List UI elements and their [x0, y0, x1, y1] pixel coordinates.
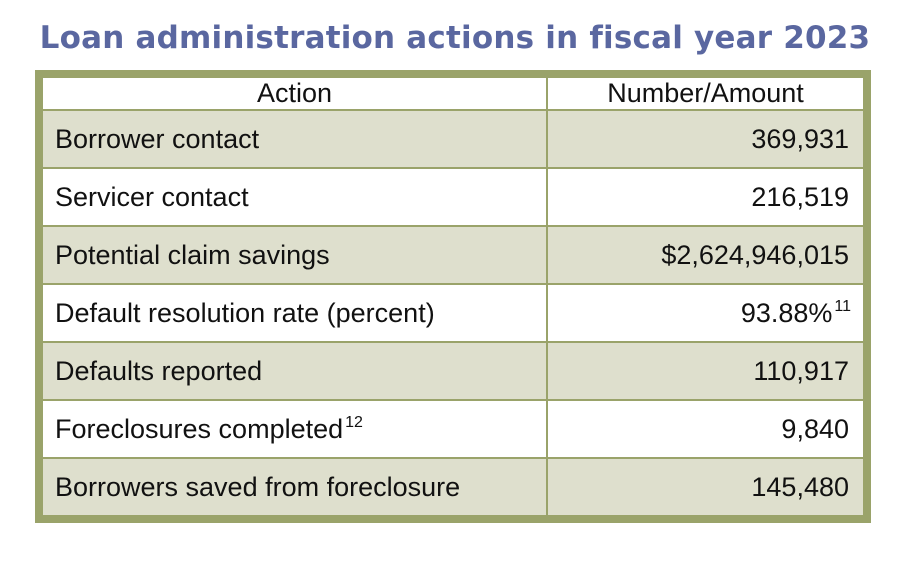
loan-actions-table: Action Number/Amount Borrower contact 36…: [41, 76, 865, 517]
row-action-cell: Borrowers saved from foreclosure: [41, 457, 548, 517]
row-value-cell: 216,519: [546, 167, 865, 227]
table-row: Potential claim savings $2,624,946,015: [41, 225, 865, 285]
row-action-cell: Defaults reported: [41, 341, 548, 401]
row-action-label: Default resolution rate (percent): [55, 297, 435, 328]
row-value-cell: $2,624,946,015: [546, 225, 865, 285]
table-row: Defaults reported 110,917: [41, 341, 865, 401]
loan-actions-table-frame: Action Number/Amount Borrower contact 36…: [35, 70, 871, 523]
row-value-cell: 110,917: [546, 341, 865, 401]
row-action-label: Borrowers saved from foreclosure: [55, 471, 461, 502]
row-value: $2,624,946,015: [661, 239, 849, 270]
table-row: Borrowers saved from foreclosure 145,480: [41, 457, 865, 517]
row-value: 93.88%: [740, 297, 833, 328]
row-value: 216,519: [751, 181, 849, 212]
row-action-cell: Default resolution rate (percent): [41, 283, 548, 343]
row-action-label: Potential claim savings: [55, 239, 330, 270]
table-header-row: Action Number/Amount: [41, 76, 865, 111]
table-row: Foreclosures completed 12 9,840: [41, 399, 865, 459]
table-row: Servicer contact 216,519: [41, 167, 865, 227]
row-action-cell: Potential claim savings: [41, 225, 548, 285]
row-action-cell: Servicer contact: [41, 167, 548, 227]
footnote-marker: 11: [834, 297, 851, 315]
row-action-cell: Foreclosures completed 12: [41, 399, 548, 459]
row-action-label: Foreclosures completed: [55, 413, 344, 444]
row-value-cell: 93.88% 11: [546, 283, 865, 343]
row-value: 110,917: [753, 355, 849, 386]
page-title: Loan administration actions in fiscal ye…: [39, 20, 871, 56]
table-row: Default resolution rate (percent) 93.88%…: [41, 283, 865, 343]
row-value-cell: 9,840: [546, 399, 865, 459]
row-value: 145,480: [751, 471, 849, 502]
column-header-number-amount: Number/Amount: [546, 76, 865, 111]
row-action-label: Borrower contact: [55, 123, 260, 154]
row-action-label: Servicer contact: [55, 181, 249, 212]
row-value-cell: 369,931: [546, 109, 865, 169]
row-value: 369,931: [751, 123, 849, 154]
column-header-action: Action: [41, 76, 548, 111]
footnote-marker: 12: [345, 413, 363, 431]
row-action-label: Defaults reported: [55, 355, 263, 386]
row-value: 9,840: [781, 413, 849, 444]
row-value-cell: 145,480: [546, 457, 865, 517]
table-row: Borrower contact 369,931: [41, 109, 865, 169]
row-action-cell: Borrower contact: [41, 109, 548, 169]
